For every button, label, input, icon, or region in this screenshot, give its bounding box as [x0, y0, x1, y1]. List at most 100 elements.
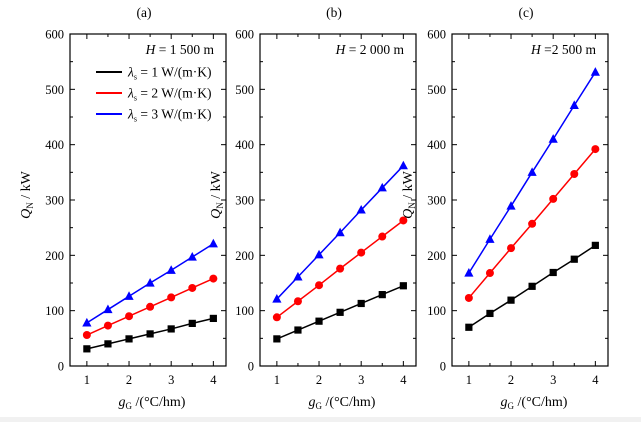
y-tick-label: 0	[58, 360, 64, 374]
legend-entry: λs = 2 W/(m·K)	[96, 86, 211, 103]
data-point	[188, 319, 196, 327]
data-point	[549, 268, 557, 277]
height-annotation: H =2 500 m	[530, 42, 596, 57]
data-point	[104, 340, 112, 348]
data-point	[294, 326, 302, 334]
legend-entry: λs = 1 W/(m·K)	[96, 65, 211, 82]
x-tick-label: 4	[210, 373, 217, 387]
data-point	[485, 269, 494, 278]
x-tick-label: 3	[168, 373, 174, 387]
plot-frame	[69, 33, 227, 367]
data-point	[167, 293, 176, 302]
data-point	[146, 302, 155, 311]
y-tick-label: 300	[235, 194, 254, 208]
data-point	[570, 255, 578, 263]
y-tick-label: 500	[45, 83, 64, 97]
y-tick-label: 200	[45, 249, 64, 263]
data-point	[591, 241, 599, 249]
data-point	[314, 249, 324, 259]
data-point	[357, 248, 366, 257]
data-point	[188, 283, 197, 292]
data-point	[124, 291, 134, 300]
y-tick-label: 0	[248, 360, 254, 374]
data-point	[548, 134, 558, 143]
data-point	[590, 67, 600, 76]
legend-label: λs = 3 W/(m·K)	[127, 107, 211, 124]
data-point	[125, 335, 133, 343]
x-tick-label: 3	[550, 373, 556, 387]
x-tick-label: 2	[508, 373, 514, 387]
y-axis-title: QN / kW	[19, 170, 35, 219]
data-point	[378, 291, 386, 299]
data-point	[82, 331, 91, 340]
data-point	[528, 282, 536, 290]
panel-label: (b)	[326, 5, 342, 20]
series-2	[464, 145, 600, 302]
data-point	[399, 282, 407, 290]
legend-label: λs = 2 W/(m·K)	[127, 86, 211, 103]
data-point	[145, 278, 155, 287]
series-1	[83, 314, 217, 353]
series-1	[273, 282, 407, 343]
y-tick-label: 300	[45, 194, 64, 208]
data-point	[464, 268, 474, 277]
y-tick-label: 200	[235, 249, 254, 263]
data-point	[528, 219, 537, 228]
y-tick-label: 500	[427, 83, 446, 97]
data-point	[335, 227, 345, 237]
data-point	[485, 234, 495, 243]
data-point	[507, 296, 515, 304]
series-2	[272, 216, 408, 322]
plot-frame	[451, 33, 609, 367]
panel-label: (a)	[137, 5, 152, 20]
data-point	[208, 238, 218, 248]
data-point	[315, 281, 324, 290]
y-tick-label: 400	[235, 138, 254, 152]
data-point	[272, 294, 282, 303]
data-point	[209, 274, 218, 283]
legend-label: λs = 1 W/(m·K)	[127, 65, 211, 82]
y-tick-label: 100	[235, 304, 254, 318]
data-point	[146, 330, 154, 338]
data-point	[272, 313, 281, 322]
x-axis-title: gG /(°C/hm)	[119, 395, 186, 411]
series-3	[272, 160, 408, 303]
series-1	[465, 241, 599, 331]
x-tick-label: 1	[466, 373, 472, 387]
y-tick-label: 600	[427, 28, 446, 42]
y-tick-label: 600	[45, 28, 64, 42]
data-point	[336, 308, 344, 316]
x-tick-label: 1	[274, 373, 280, 387]
y-tick-label: 200	[427, 249, 446, 263]
y-tick-label: 400	[45, 138, 64, 152]
x-tick-label: 2	[316, 373, 322, 387]
data-point	[293, 271, 303, 281]
x-axis-title: gG /(°C/hm)	[501, 395, 568, 411]
legend: λs = 1 W/(m·K) λs = 2 W/(m·K) λs = 3 W/(m·…	[96, 65, 211, 124]
data-point	[125, 312, 134, 321]
data-point	[570, 169, 579, 178]
data-point	[506, 201, 516, 210]
data-point	[377, 182, 387, 192]
height-annotation: H = 2 000 m	[335, 42, 405, 57]
data-point	[273, 335, 281, 343]
y-axis-title: QN / kW	[401, 170, 417, 219]
data-point	[465, 323, 473, 331]
data-point	[591, 145, 600, 154]
data-point	[336, 264, 345, 273]
data-point	[507, 244, 516, 253]
data-point	[549, 194, 558, 203]
series-3	[82, 238, 218, 327]
y-tick-label: 0	[440, 360, 446, 374]
data-point	[356, 204, 366, 214]
data-point	[315, 317, 323, 325]
data-point	[378, 232, 387, 241]
series-2	[82, 274, 218, 340]
plot-frame	[259, 33, 417, 367]
series-3	[464, 67, 600, 277]
x-tick-label: 1	[84, 373, 90, 387]
data-point	[103, 321, 112, 330]
y-tick-label: 100	[45, 304, 64, 318]
data-point	[103, 304, 113, 314]
